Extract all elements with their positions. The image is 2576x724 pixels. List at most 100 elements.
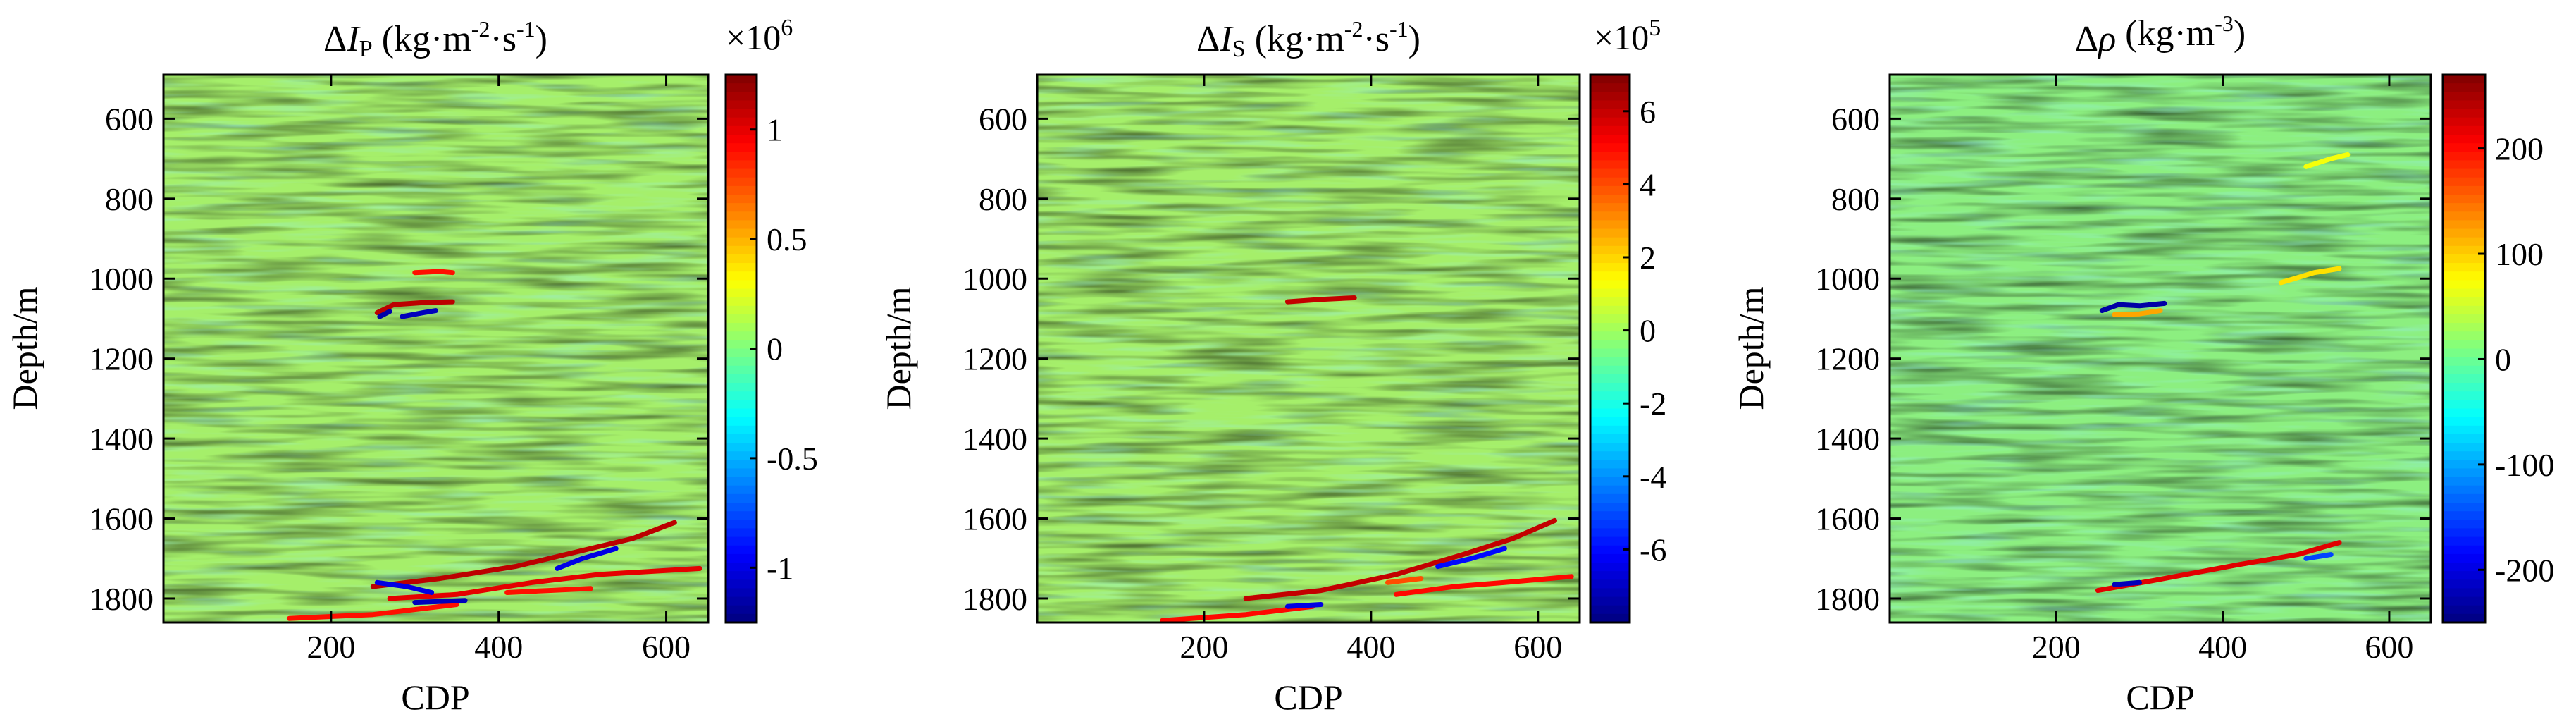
colorbar-step-2-58 [1590, 571, 1630, 580]
title-end-1: ) [535, 19, 547, 59]
anomaly-1-11 [504, 586, 593, 595]
colorbar-step-2-52 [1590, 520, 1630, 529]
colorbar-step-1-59 [726, 579, 757, 589]
xlabel-1: CDP [401, 677, 469, 717]
y-tick-label-3-800: 800 [1831, 181, 1880, 217]
colorbar-step-3-37 [2443, 391, 2485, 400]
colorbar-step-2-41 [1590, 425, 1630, 435]
colorbar-step-2-13 [1590, 185, 1630, 195]
multiplier-exp-2: 5 [1649, 15, 1661, 41]
colorbar-step-1-10 [726, 160, 757, 170]
texture-2b [1037, 75, 1580, 622]
anomaly-1-9 [412, 598, 468, 606]
colorbar-step-1-48 [726, 485, 757, 495]
colorbar-step-3-25 [2443, 288, 2485, 298]
colorbar-step-1-29 [726, 323, 757, 332]
anomaly-2-6 [1284, 602, 1324, 609]
title-symbol-1: I [346, 19, 361, 59]
colorbar-step-2-19 [1590, 237, 1630, 247]
x-axis-2: 200 400 600 [1179, 75, 1562, 665]
colorbar-step-1-20 [726, 245, 757, 255]
x-axis-1: 200 400 600 [306, 75, 691, 665]
colorbar-tick-label-3-4: -200 [2495, 552, 2554, 588]
y-tick-label-1-1600: 1600 [89, 501, 154, 537]
title-sub-2: S [1232, 36, 1246, 62]
colorbar-step-2-33 [1590, 357, 1630, 367]
colorbar-step-3-61 [2443, 596, 2485, 606]
colorbar-step-3-41 [2443, 425, 2485, 435]
title-mid-1: ·s [490, 19, 516, 59]
y-tick-label-2-800: 800 [979, 181, 1027, 217]
colorbar-step-1-40 [726, 417, 757, 427]
colorbar-ticks-3: 200 100 0 -100 -200 [2478, 131, 2554, 588]
colorbar-step-3-11 [2443, 168, 2485, 178]
colorbar-step-1-21 [726, 254, 757, 264]
anomaly-1-2 [374, 299, 455, 315]
colorbar-step-3-44 [2443, 451, 2485, 460]
x-tick-label-1-200: 200 [306, 629, 355, 665]
colorbar-step-3-22 [2443, 263, 2485, 272]
colorbar-step-1-33 [726, 357, 757, 367]
colorbar-step-3-60 [2443, 588, 2485, 598]
colorbar-step-1-6 [726, 125, 757, 135]
x-tick-label-2-400: 400 [1346, 629, 1395, 665]
colorbar-step-2-4 [1590, 109, 1630, 118]
colorbar-step-3-45 [2443, 460, 2485, 470]
colorbar-step-2-16 [1590, 211, 1630, 221]
x-tick-label-3-200: 200 [2032, 629, 2081, 665]
colorbar-step-1-36 [726, 383, 757, 392]
multiplier-base-1: ×10 [726, 18, 781, 57]
colorbar-step-2-34 [1590, 365, 1630, 375]
colorbar-step-2-2 [1590, 92, 1630, 102]
x-tick-label-1-600: 600 [642, 629, 691, 665]
colorbar-step-3-63 [2443, 613, 2485, 623]
colorbar-step-3-53 [2443, 528, 2485, 538]
colorbar-step-3-58 [2443, 571, 2485, 580]
colorbar-step-2-23 [1590, 271, 1630, 281]
colorbar-step-2-17 [1590, 220, 1630, 230]
anomaly-3-2 [2112, 308, 2163, 317]
colorbar-step-3-17 [2443, 220, 2485, 230]
colorbar-step-2-45 [1590, 460, 1630, 470]
y-tick-label-3-1000: 1000 [1815, 261, 1880, 297]
colorbar-step-3-8 [2443, 143, 2485, 152]
anomaly-1-6 [387, 565, 702, 601]
y-tick-label-1-800: 800 [105, 181, 154, 217]
colorbar-step-3-32 [2443, 348, 2485, 358]
colorbar-tick-label-2-5: -4 [1640, 459, 1666, 495]
anomaly-1-5 [370, 520, 677, 589]
colorbar-step-2-59 [1590, 579, 1630, 589]
colorbar-step-1-11 [726, 168, 757, 178]
colorbar-step-3-51 [2443, 511, 2485, 520]
colorbar-step-3-47 [2443, 477, 2485, 486]
colorbar-step-3-19 [2443, 237, 2485, 247]
colorbar-step-2-56 [1590, 553, 1630, 563]
colorbar-step-2-5 [1590, 117, 1630, 127]
colorbar-step-2-0 [1590, 75, 1630, 84]
colorbar-step-2-12 [1590, 177, 1630, 187]
colorbar-step-3-38 [2443, 400, 2485, 410]
colorbar-step-3-9 [2443, 152, 2485, 161]
colorbar-tick-label-3-2: 0 [2495, 341, 2511, 377]
multiplier-exp-1: 6 [781, 15, 793, 41]
colorbar-step-1-28 [726, 314, 757, 324]
colorbar-step-2-6 [1590, 125, 1630, 135]
colorbar-step-1-39 [726, 408, 757, 418]
title-symbol-2: I [1219, 19, 1234, 59]
title-end-2: ) [1408, 19, 1420, 59]
y-tick-label-1-1400: 1400 [89, 421, 154, 457]
colorbar-step-3-27 [2443, 305, 2485, 315]
colorbar-step-1-63 [726, 613, 757, 623]
colorbar-step-1-15 [726, 203, 757, 212]
colorbar-step-3-31 [2443, 340, 2485, 350]
anomaly-2-2 [1243, 517, 1557, 601]
title-sup2-2: -1 [1389, 16, 1408, 42]
colorbar-step-1-43 [726, 443, 757, 452]
colorbar-step-1-16 [726, 211, 757, 221]
colorbar-step-2-3 [1590, 100, 1630, 110]
panel-title-1: ΔIP (kg·m-2·s-1) [323, 16, 547, 62]
colorbar-step-3-40 [2443, 417, 2485, 427]
anomaly-2-1 [1284, 295, 1357, 305]
y-tick-label-1-1000: 1000 [89, 261, 154, 297]
colorbar-step-3-33 [2443, 357, 2485, 367]
